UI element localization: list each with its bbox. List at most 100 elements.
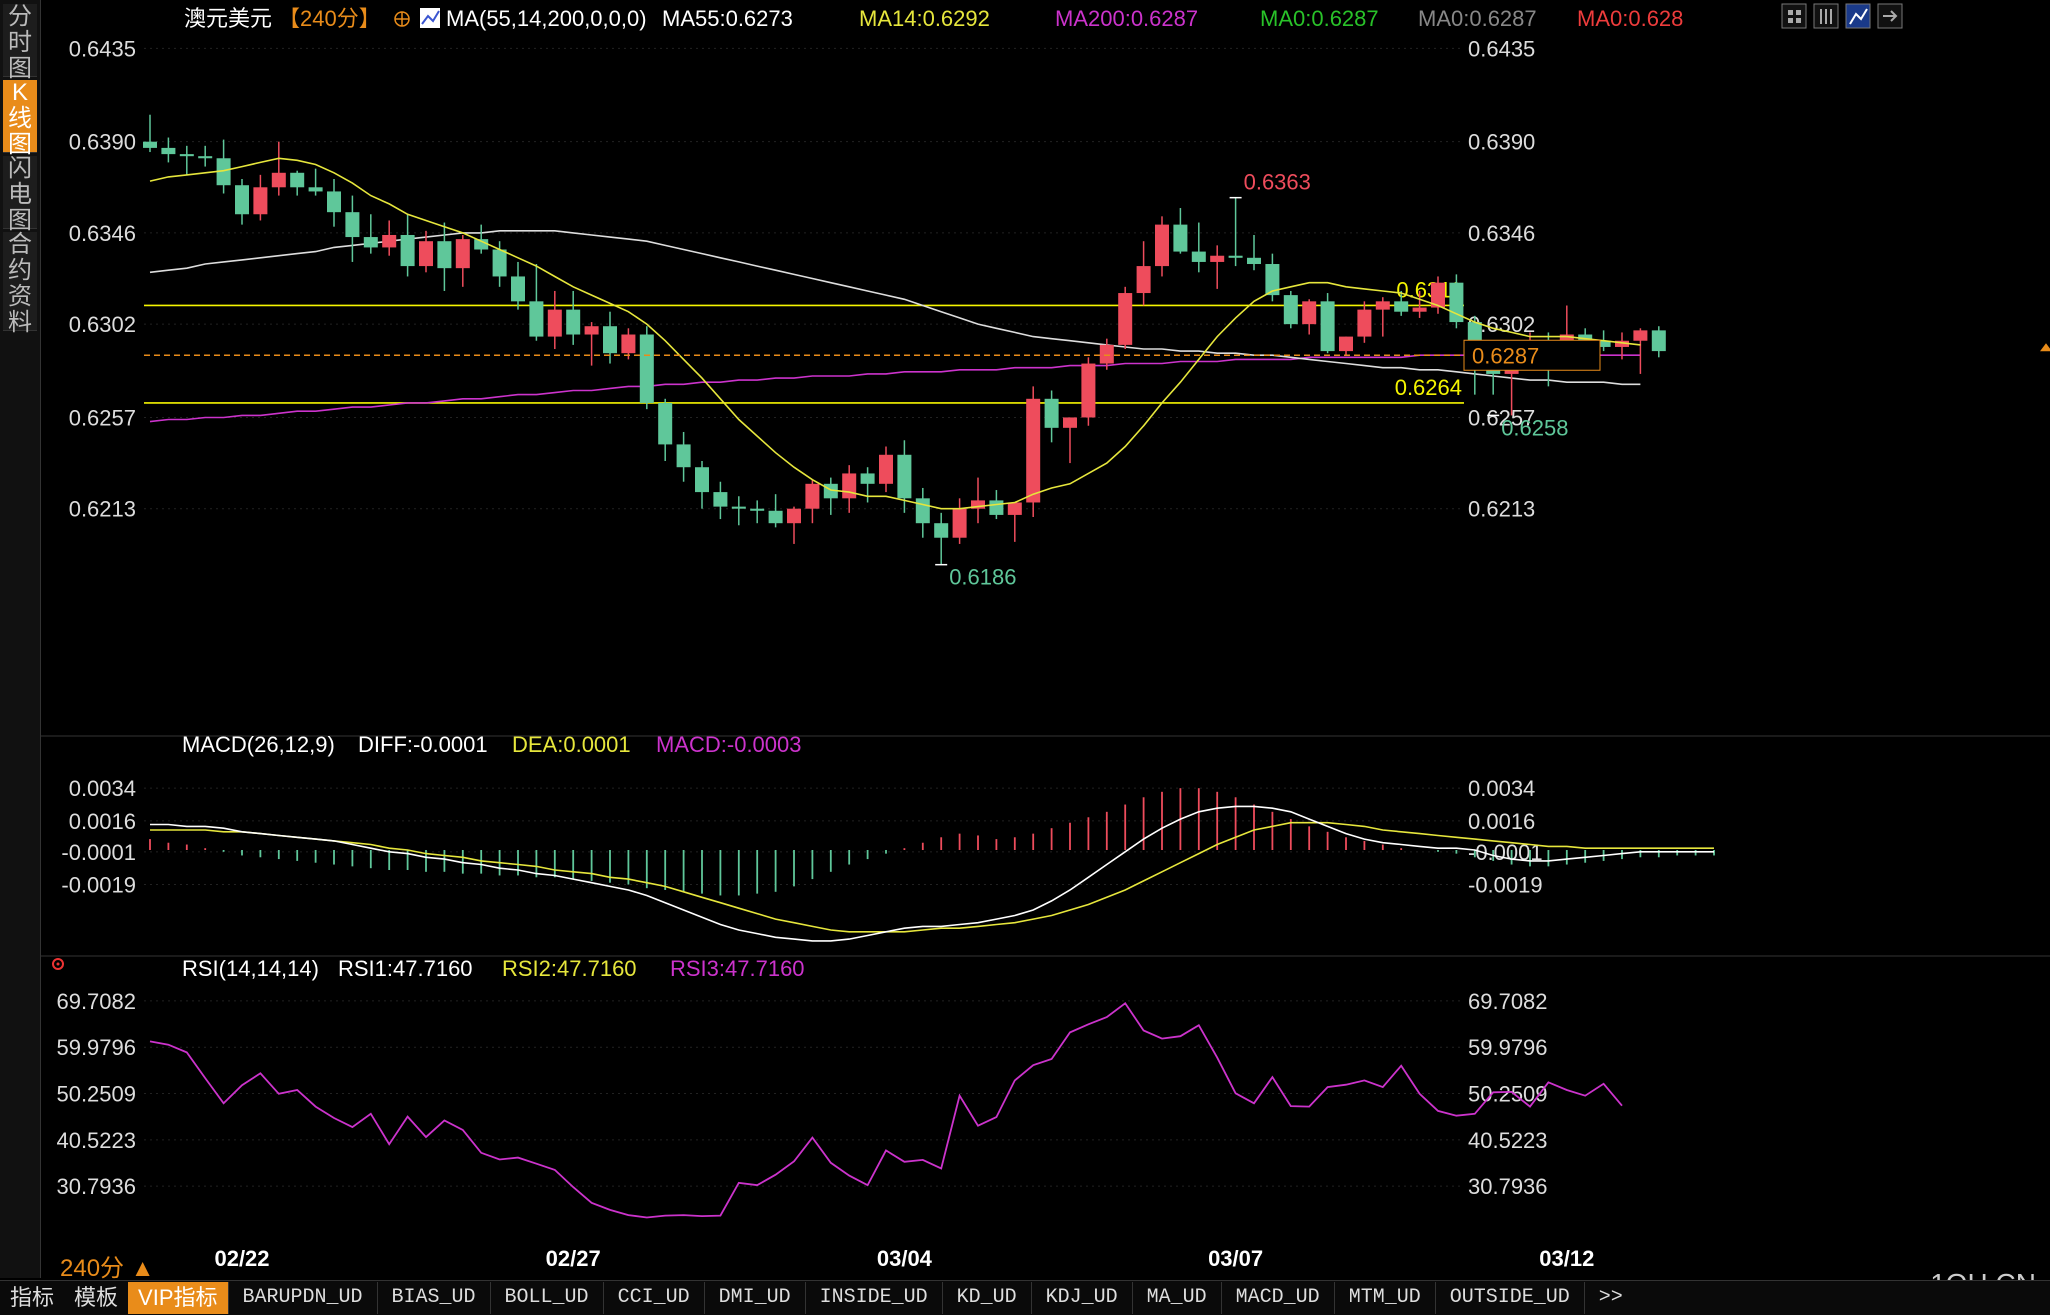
rsi-tick-left: 40.5223 (56, 1128, 136, 1153)
indicator-ma-ud[interactable]: MA_UD (1131, 1282, 1221, 1314)
indicator-boll-ud[interactable]: BOLL_UD (489, 1282, 603, 1314)
candle-body (676, 444, 691, 468)
candle-body (290, 172, 305, 188)
candle-body (934, 523, 949, 538)
indicator-icon[interactable] (1845, 3, 1871, 29)
candle-body (1375, 301, 1390, 310)
indicator-inside-ud[interactable]: INSIDE_UD (804, 1282, 942, 1314)
indicator-cci-ud[interactable]: CCI_UD (602, 1282, 704, 1314)
crosshair-icon[interactable] (394, 11, 410, 27)
tab-time-sharing[interactable]: 分时图 (3, 4, 37, 82)
rsi-tick-right: 30.7936 (1468, 1174, 1548, 1199)
candle-body (143, 141, 157, 148)
candle-body (1283, 295, 1298, 325)
indicator-macd-ud[interactable]: MACD_UD (1220, 1282, 1334, 1314)
candle-body (603, 326, 617, 354)
tab-flash-chart[interactable]: 闪电图 (3, 156, 37, 234)
rsi-tick-left: 69.7082 (56, 989, 136, 1014)
rsi-tick-right: 69.7082 (1468, 989, 1548, 1014)
candle-body (566, 309, 581, 335)
expand-icon[interactable] (1877, 3, 1903, 29)
candle-body (805, 483, 820, 509)
grid-layout-icon[interactable] (1781, 3, 1807, 29)
candle-body (382, 234, 397, 248)
candle-body (1431, 282, 1445, 308)
indicator-toolbar: 指标 模板 VIP指标 BARUPDN_UD BIAS_UD BOLL_UD CCI_… (0, 1280, 2050, 1315)
candle-body (345, 212, 360, 238)
candle-body (750, 508, 765, 511)
macd-value: MACD:-0.0003 (656, 732, 802, 757)
candle-body (1118, 293, 1133, 345)
candle-body (437, 241, 452, 269)
indicator-kd-ud[interactable]: KD_UD (941, 1282, 1031, 1314)
tab-kline[interactable]: K线图 (3, 80, 37, 158)
more-indicators-button[interactable]: >> (1583, 1282, 1637, 1314)
ma0-value-1: MA0:0.6287 (1260, 6, 1379, 31)
diff-path (150, 805, 1714, 942)
candle-body (1265, 264, 1280, 296)
candle-body (1099, 344, 1114, 364)
template-menu-button[interactable]: 模板 (74, 1285, 119, 1310)
current-price-box (1463, 339, 1601, 371)
vip-indicator-button[interactable]: VIP指标 (128, 1282, 228, 1314)
rsi-tick-left: 59.9796 (56, 1035, 136, 1060)
candle-body (1320, 301, 1335, 352)
candle-body (1026, 398, 1041, 503)
timeframe-selector-label: 240分 (60, 1255, 125, 1282)
price-tick-left: 0.6390 (69, 130, 136, 155)
macd-axis-left: 0.0034 0.0016 -0.0001 -0.0019 (61, 776, 136, 897)
rsi-settings-icon[interactable] (52, 958, 64, 970)
candle-body (400, 234, 415, 267)
candle-body (1044, 398, 1059, 428)
indicator-list: BARUPDN_UD BIAS_UD BOLL_UD CCI_UD DMI_UD INSI… (227, 1282, 1584, 1314)
candle-body (713, 492, 728, 507)
rsi-axis-right: 69.7082 59.9796 50.2509 40.5223 30.7936 (1468, 989, 1548, 1199)
chart-type-icon[interactable] (1813, 3, 1839, 29)
candle-body (1007, 502, 1022, 515)
current-price-marker: 0.6287 (144, 339, 2050, 371)
price-tick-left: 0.6302 (69, 312, 136, 337)
rsi-tick-right: 50.2509 (1468, 1082, 1548, 1107)
candle-body (363, 237, 378, 248)
indicator-kdj-ud[interactable]: KDJ_UD (1030, 1282, 1132, 1314)
candle-body (235, 185, 249, 215)
candle-body (897, 454, 912, 499)
indicator-dmi-ud[interactable]: DMI_UD (703, 1282, 805, 1314)
price-tick-left: 0.6435 (69, 36, 136, 61)
candle-body (529, 301, 544, 337)
rsi-gridlines (144, 1000, 1464, 1187)
current-price-label: 0.6287 (1472, 343, 1539, 368)
macd-tick-left: -0.0001 (61, 840, 136, 865)
indicator-bias-ud[interactable]: BIAS_UD (376, 1282, 490, 1314)
timeframe-selector[interactable]: 240分 ▲ (60, 1248, 154, 1283)
price-tick-left: 0.6346 (69, 221, 136, 246)
candle-body (492, 249, 507, 277)
indicator-mtm-ud[interactable]: MTM_UD (1333, 1282, 1435, 1314)
candle-body (658, 402, 673, 445)
macd-tick-left: 0.0034 (69, 776, 136, 801)
candlesticks (143, 114, 1666, 565)
price-tick-right: 0.6213 (1468, 497, 1535, 522)
candle-body (419, 241, 433, 267)
ma55-path (149, 230, 1641, 386)
indicator-outside-ud[interactable]: OUTSIDE_UD (1434, 1282, 1584, 1314)
macd-dea: DEA:0.0001 (512, 732, 631, 757)
rsi-path (149, 1002, 1623, 1219)
candle-body (161, 147, 176, 155)
price-annotations: 0.6363 0.6258 0.6186 (935, 170, 1568, 590)
candle-body (1394, 301, 1409, 312)
indicator-barupdn-ud[interactable]: BARUPDN_UD (227, 1282, 377, 1314)
tab-contract-info[interactable]: 合约资料 (3, 232, 37, 336)
annotation-label: 0.6186 (949, 565, 1016, 590)
macd-tick-left: -0.0019 (61, 873, 136, 898)
candle-body (1357, 309, 1372, 337)
chart-settings-icon[interactable] (420, 8, 440, 28)
indicator-menu-button[interactable]: 指标 (10, 1285, 55, 1310)
symbol-name: 澳元美元 (184, 6, 272, 31)
price-gridlines (144, 47, 1464, 510)
chart-canvas[interactable]: 澳元美元 【240分】 MA(55,14,200,0,0,0) MA55:0.6… (40, 0, 2050, 1278)
macd-gridlines (144, 787, 1464, 886)
rsi-tick-right: 59.9796 (1468, 1035, 1548, 1060)
rsi2-value: RSI2:47.7160 (502, 956, 637, 981)
